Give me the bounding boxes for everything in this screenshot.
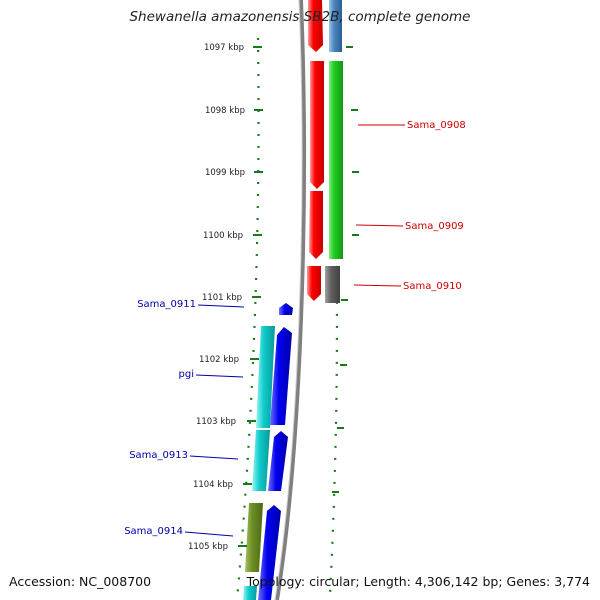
outer-dotted-ruler [328,37,339,596]
gene-arrow-sama-0909 [309,191,323,259]
label-leader-line [189,455,239,460]
gene-arrow-pgi-cyan [256,326,275,428]
gene-arrow-sama-0910 [307,266,321,301]
gene-arrow-cyan-bottom [243,586,257,600]
gene-label-sama-0909: Sama_0909 [405,221,464,232]
gene-arrow-sama-0911 [279,303,293,315]
gene-arrow-sama-0914-olive [245,503,263,572]
genome-backbone [275,0,306,600]
gene-label-sama-0913: Sama_0913 [129,450,188,461]
label-leader-line [355,224,404,227]
tick-label: 1099 kbp [205,168,245,178]
tick-label: 1105 kbp [188,542,228,552]
map-title: Shewanella amazonensis SB2B, complete ge… [129,9,471,25]
label-leader-line [197,304,245,308]
gene-arrow-sama-0914 [258,505,281,600]
gene-arrow-pgi [270,327,292,425]
accession-label: Accession: NC_008700 [9,574,152,589]
label-leader-line [195,374,244,378]
tick-label: 1103 kbp [196,417,236,427]
tick-label: 1101 kbp [202,293,242,303]
label-leader-line [184,531,234,537]
gene-label-sama-0908: Sama_0908 [407,120,466,131]
gene-label-sama-0914: Sama_0914 [124,526,183,537]
gene-label-sama-0911: Sama_0911 [137,299,196,310]
gene-arrow-sama-0913-cyan [252,430,270,491]
gene-label-pgi: pgi [179,369,194,380]
tick-label: 1098 kbp [205,106,245,116]
genome-backbone-highlight [274,0,303,600]
gene-arrow-steelblue [329,0,342,52]
tick-label: 1104 kbp [193,480,233,490]
tick-label: 1100 kbp [203,231,243,241]
gene-arrow-sama-0908 [310,61,324,189]
gene-arrow-sama-0910-gray [325,266,340,303]
gene-label-sama-0910: Sama_0910 [403,281,462,292]
label-leader-line [353,284,402,287]
gene-arrow-sama-0913 [268,431,288,491]
topology-summary: Topology: circular; Length: 4,306,142 bp… [246,574,590,589]
tick-label: 1102 kbp [199,355,239,365]
gene-arrow-sama-0908-green [329,61,343,259]
tick-label: 1097 kbp [204,43,244,53]
gene-arrow-red-top [308,0,323,52]
